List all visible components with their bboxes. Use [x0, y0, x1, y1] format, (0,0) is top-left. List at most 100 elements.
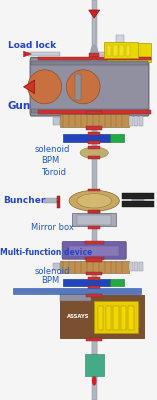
Polygon shape — [28, 52, 60, 56]
Polygon shape — [24, 51, 31, 57]
Bar — [86, 338, 102, 341]
Bar — [85, 241, 104, 244]
Bar — [57, 196, 60, 202]
Bar — [88, 277, 100, 280]
Bar — [92, 340, 97, 378]
Bar — [139, 262, 143, 271]
Bar — [63, 134, 110, 142]
Text: Multi-function device: Multi-function device — [0, 248, 92, 257]
Bar — [104, 42, 138, 58]
FancyBboxPatch shape — [30, 58, 149, 116]
Ellipse shape — [80, 147, 108, 158]
Bar — [107, 43, 151, 62]
Bar — [134, 262, 138, 271]
Bar — [129, 116, 133, 126]
Ellipse shape — [69, 190, 119, 211]
Text: solenoid: solenoid — [35, 267, 70, 276]
Bar — [60, 114, 129, 127]
Bar — [106, 306, 111, 330]
Bar — [77, 215, 111, 225]
Polygon shape — [89, 10, 100, 18]
Bar — [31, 109, 148, 113]
Circle shape — [91, 45, 98, 63]
Bar — [134, 116, 138, 126]
Bar — [129, 46, 134, 60]
Text: BPM: BPM — [41, 156, 59, 165]
Bar — [122, 193, 154, 199]
Text: solenoid: solenoid — [35, 146, 70, 154]
Bar — [53, 117, 60, 125]
Bar — [13, 288, 141, 294]
Bar — [119, 45, 124, 56]
Bar — [72, 213, 116, 226]
Bar — [98, 306, 103, 330]
Bar — [110, 279, 124, 286]
Bar — [75, 74, 81, 100]
Bar — [110, 46, 115, 60]
Bar — [132, 198, 144, 203]
Circle shape — [118, 44, 121, 52]
Bar — [60, 261, 129, 273]
Text: Buncher: Buncher — [3, 196, 46, 205]
Text: Mirror box: Mirror box — [31, 223, 74, 232]
Bar — [92, 0, 97, 400]
Bar — [135, 46, 140, 60]
Bar — [89, 53, 99, 57]
Bar — [128, 306, 134, 330]
Ellipse shape — [66, 70, 100, 104]
Bar — [63, 279, 110, 286]
Bar — [139, 116, 143, 126]
Text: BPM: BPM — [41, 276, 59, 285]
Bar — [129, 262, 133, 271]
Bar — [93, 18, 95, 55]
Text: Toroid: Toroid — [41, 168, 66, 177]
Bar — [116, 35, 124, 43]
Ellipse shape — [28, 70, 62, 104]
Bar — [88, 132, 100, 135]
Text: Gun: Gun — [8, 101, 31, 111]
Bar — [121, 306, 126, 330]
Bar — [38, 110, 151, 114]
Bar — [96, 52, 108, 56]
Bar — [113, 306, 119, 330]
Bar — [86, 258, 102, 262]
FancyBboxPatch shape — [62, 242, 126, 259]
Bar — [126, 45, 130, 56]
Bar — [122, 46, 127, 60]
Bar — [38, 56, 151, 60]
Circle shape — [108, 44, 111, 52]
Text: ASSAYS: ASSAYS — [67, 314, 90, 319]
Ellipse shape — [77, 194, 111, 208]
Text: Load lock: Load lock — [8, 42, 56, 50]
Bar — [60, 295, 144, 338]
Bar — [86, 111, 102, 114]
Bar — [107, 45, 111, 56]
Bar — [88, 146, 100, 149]
Bar — [88, 156, 100, 159]
Bar — [86, 272, 102, 275]
Circle shape — [93, 377, 96, 385]
Bar — [88, 210, 100, 213]
Bar — [88, 188, 100, 191]
Bar — [113, 45, 118, 56]
Bar — [116, 46, 121, 60]
Bar — [69, 246, 119, 256]
Bar — [110, 134, 124, 142]
Bar — [122, 201, 154, 207]
Bar — [88, 210, 100, 214]
Bar — [86, 294, 102, 297]
Bar — [88, 226, 100, 228]
Bar — [44, 198, 57, 203]
Bar — [85, 257, 104, 260]
Bar — [57, 202, 60, 208]
Bar — [88, 141, 100, 144]
Bar — [94, 301, 138, 333]
Bar — [88, 286, 100, 289]
Circle shape — [127, 44, 130, 52]
Bar — [60, 294, 91, 301]
Bar — [31, 61, 148, 65]
Bar — [85, 354, 104, 376]
Bar — [53, 263, 60, 270]
Bar — [86, 126, 102, 130]
Polygon shape — [24, 80, 35, 94]
